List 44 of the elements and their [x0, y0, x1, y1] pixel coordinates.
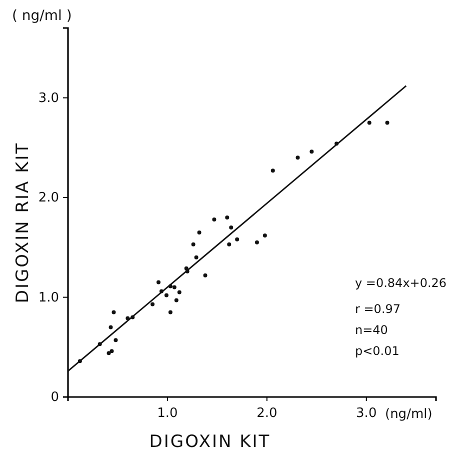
x-tick-label: 2.0: [256, 406, 278, 422]
point: [270, 168, 275, 173]
point: [126, 316, 130, 320]
text: ( ng/ml ): [12, 8, 72, 24]
y-tick-label: 3.0: [38, 90, 59, 106]
point: [168, 310, 172, 314]
point: [191, 242, 196, 246]
point: [194, 255, 198, 260]
point: [174, 298, 178, 302]
y-tick-label: 1.0: [38, 290, 59, 306]
point: [203, 273, 208, 278]
point: [164, 293, 168, 298]
point: [367, 120, 372, 125]
point: [172, 285, 176, 290]
x-tick-label: 1.0: [157, 406, 178, 422]
point: [156, 280, 161, 284]
point: [177, 290, 182, 294]
point: [262, 233, 267, 238]
point: [296, 156, 300, 160]
annotation: n=40: [355, 323, 388, 337]
point: [229, 225, 234, 230]
point: [110, 349, 114, 354]
point: [212, 217, 216, 222]
annotation: r =0.97: [355, 302, 401, 316]
point: [108, 325, 113, 330]
y-axis-title: DIGOXIN RIA KIT: [13, 142, 33, 304]
point: [235, 237, 240, 242]
y-tick-label: 2.0: [38, 190, 59, 206]
x-axis-title: DIGOXIN KIT: [149, 432, 271, 452]
point: [310, 150, 314, 154]
point: [150, 302, 155, 306]
point: [254, 240, 259, 244]
x-tick-label: 3.0: [356, 406, 377, 422]
text: (ng/ml): [385, 407, 432, 422]
annotation: p<0.01: [355, 344, 400, 358]
point: [385, 120, 390, 125]
point: [112, 310, 116, 314]
point: [114, 338, 118, 342]
point: [225, 215, 230, 220]
annotation: y =0.84x+0.26: [355, 276, 447, 290]
y-tick-label: 0: [50, 390, 59, 406]
point: [197, 230, 202, 234]
point: [227, 242, 232, 246]
point: [106, 351, 111, 356]
